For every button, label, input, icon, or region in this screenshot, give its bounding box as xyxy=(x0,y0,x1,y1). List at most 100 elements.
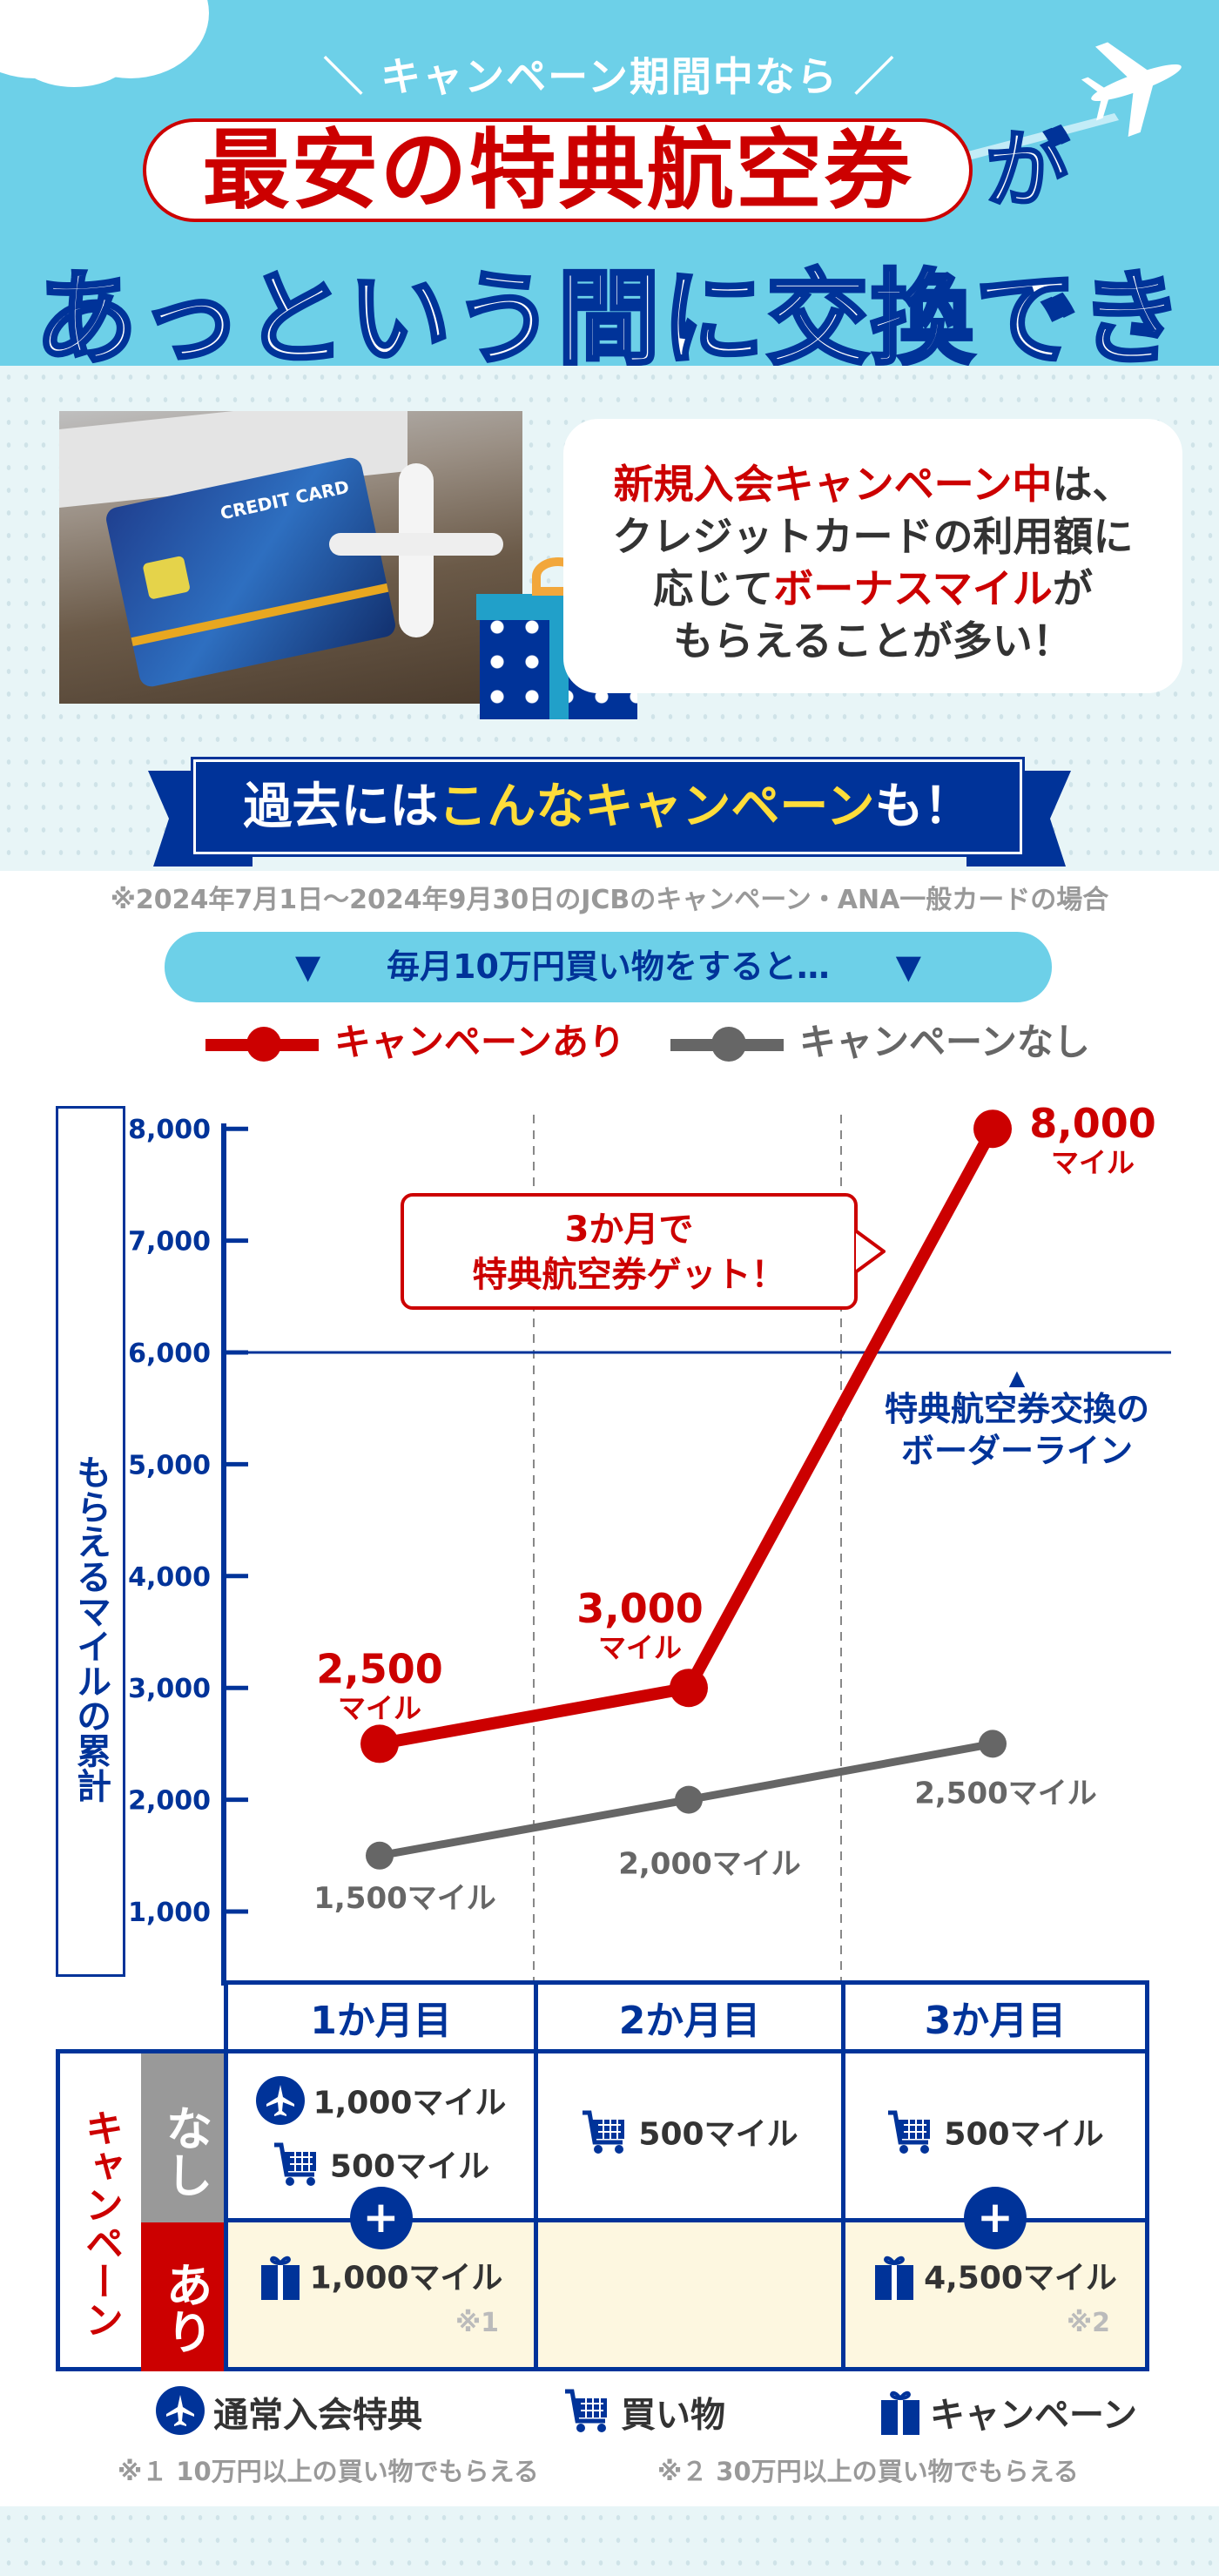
gift-icon xyxy=(259,2251,301,2308)
gift-icon xyxy=(879,2386,921,2448)
hero-header: ＼ キャンペーン期間中なら ／ 最安の特典航空券 が あっという間に交換できる！ xyxy=(0,0,1219,366)
legend-without: キャンペーンなし xyxy=(670,1021,1090,1064)
plus-icon: + xyxy=(349,2187,413,2249)
cell-note: ※2 xyxy=(1066,2308,1110,2338)
footnote-2: ※２ 30万円以上の買い物でもらえる xyxy=(657,2457,1079,2486)
data-point xyxy=(670,1669,708,1708)
row-without-label: なし xyxy=(141,2053,228,2222)
table-cell-with xyxy=(534,2218,845,2371)
cell-entry: 500マイル xyxy=(886,2107,1104,2164)
header-lead: ＼ キャンペーン期間中なら ／ xyxy=(323,53,896,100)
cart-icon xyxy=(563,2386,612,2448)
credit-card-photo: CREDIT CARD xyxy=(59,411,522,704)
data-point xyxy=(366,1841,394,1870)
table-cell-with: 4,500マイル ※2 xyxy=(841,2218,1149,2371)
data-label-unit: マイル xyxy=(598,1631,682,1664)
plane-icon xyxy=(156,2386,205,2448)
footer-pattern xyxy=(0,2506,1219,2576)
legend-red-marker xyxy=(205,1026,319,1062)
table-header-month2: 2か月目 xyxy=(534,1980,845,2053)
callout-line: 特典航空券ゲット！ xyxy=(472,1255,786,1295)
bubble-highlight: 新規入会キャンペーン中 xyxy=(613,461,1053,508)
y-tick-label: 4,000 xyxy=(128,1562,211,1593)
cloud-decoration xyxy=(9,0,139,87)
icon-legend-label: 買い物 xyxy=(621,2395,725,2436)
table-header-month3: 3か月目 xyxy=(841,1980,1149,2053)
data-label: 1,500マイル xyxy=(313,1881,496,1916)
row-group-label: キャンペーン なし あり xyxy=(56,2049,230,2371)
border-line-label: ▲ 特典航空券交換の ボーダーライン xyxy=(843,1367,1191,1472)
header-highlight: 最安の特典航空券 xyxy=(143,118,973,222)
data-label-value: 3,000 xyxy=(576,1585,704,1632)
data-label: 2,000マイル xyxy=(618,1847,801,1882)
data-label-value: 8,000 xyxy=(1029,1100,1156,1147)
bubble-text: は、 xyxy=(1052,461,1133,508)
icon-legend-label: キャンペーン xyxy=(930,2395,1137,2436)
data-point xyxy=(979,1730,1007,1758)
banner-text: も！ xyxy=(874,779,973,835)
legend-with: キャンペーンあり xyxy=(205,1021,625,1064)
bubble-highlight: ボーナスマイル xyxy=(773,565,1053,612)
header-particle: が xyxy=(985,120,1071,220)
callout-line: 3か月で xyxy=(564,1210,694,1250)
legend-label: キャンペーンあり xyxy=(334,1021,625,1063)
condition-text: 毎月10万円買い物をすると… xyxy=(387,947,830,986)
data-label-unit: マイル xyxy=(338,1691,421,1724)
icon-legend-plane: 通常入会特典 xyxy=(156,2386,422,2448)
campaign-label: キャンペーン xyxy=(78,2108,123,2338)
cell-value: 1,000マイル xyxy=(309,2260,503,2296)
cell-value: 1,000マイル xyxy=(313,2085,507,2121)
y-tick-label: 1,000 xyxy=(128,1898,211,1928)
table-cell-without: 500マイル xyxy=(534,2049,845,2222)
header-headline: あっという間に交換できる！ xyxy=(33,257,1184,366)
y-tick-label: 3,000 xyxy=(128,1674,211,1704)
cell-value: 4,500マイル xyxy=(924,2260,1117,2296)
intro-speech-bubble: 新規入会キャンペーン中は、 クレジットカードの利用額に 応じてボーナスマイルが … xyxy=(563,419,1182,693)
gift-icon xyxy=(873,2251,915,2308)
data-point xyxy=(360,1724,399,1763)
bubble-text: が xyxy=(1052,565,1093,612)
callout-pointer xyxy=(854,1230,886,1273)
y-tick-label: 5,000 xyxy=(128,1450,211,1480)
plane-icon xyxy=(255,2075,305,2133)
bubble-text: もらえることが多い！ xyxy=(673,617,1073,664)
bubble-text: クレジットカードの利用額に xyxy=(612,513,1134,560)
plus-icon: + xyxy=(964,2187,1027,2249)
icon-legend-gift: キャンペーン xyxy=(879,2386,1137,2448)
y-axis-label: もらえるマイルの累計 xyxy=(56,1106,125,1977)
cell-value: 500マイル xyxy=(329,2148,490,2184)
bubble-text: 応じて xyxy=(653,565,774,612)
section-banner: 過去にはこんなキャンペーンも！ xyxy=(191,757,1025,857)
footnote-1: ※１ 10万円以上の買い物でもらえる xyxy=(118,2457,539,2486)
icon-legend-label: 通常入会特典 xyxy=(213,2395,422,2436)
card-text: CREDIT CARD xyxy=(218,475,352,524)
up-triangle-icon: ▲ xyxy=(1008,1366,1026,1390)
y-tick-label: 2,000 xyxy=(128,1786,211,1817)
cart-icon xyxy=(273,2140,321,2196)
data-label-unit: マイル xyxy=(1051,1146,1135,1179)
row-with-label: あり xyxy=(141,2222,228,2371)
condition-pill: ▼ 毎月10万円買い物をすると… ▼ xyxy=(165,932,1052,1002)
border-label-line: ボーダーライン xyxy=(900,1432,1133,1470)
table-header-month1: 1か月目 xyxy=(224,1980,538,2053)
data-point xyxy=(675,1785,703,1814)
cart-icon xyxy=(886,2107,935,2164)
data-label: 2,500マイル xyxy=(914,1776,1097,1811)
data-label-value: 2,500 xyxy=(316,1645,443,1692)
cell-entry: 1,000マイル xyxy=(259,2251,503,2308)
cell-entry: 500マイル xyxy=(581,2107,798,2164)
campaign-note: ※2024年7月1日〜2024年9月30日のJCBのキャンペーン・ANA一般カー… xyxy=(110,885,1109,915)
border-label-line: 特典航空券交換の xyxy=(884,1390,1149,1428)
down-triangle-icon: ▼ xyxy=(295,947,321,986)
legend-label: キャンペーンなし xyxy=(799,1021,1090,1063)
cell-value: 500マイル xyxy=(638,2116,798,2153)
callout-box: 3か月で 特典航空券ゲット！ xyxy=(401,1193,886,1310)
legend-gray-marker xyxy=(670,1026,784,1062)
banner-highlight: こんなキャンペーン xyxy=(438,779,875,835)
cell-value: 500マイル xyxy=(944,2116,1104,2153)
icon-legend-cart: 買い物 xyxy=(563,2386,725,2448)
cart-icon xyxy=(581,2107,630,2164)
banner-text: 過去には xyxy=(243,779,439,835)
y-tick-label: 8,000 xyxy=(128,1115,211,1145)
y-tick-label: 6,000 xyxy=(128,1339,211,1369)
